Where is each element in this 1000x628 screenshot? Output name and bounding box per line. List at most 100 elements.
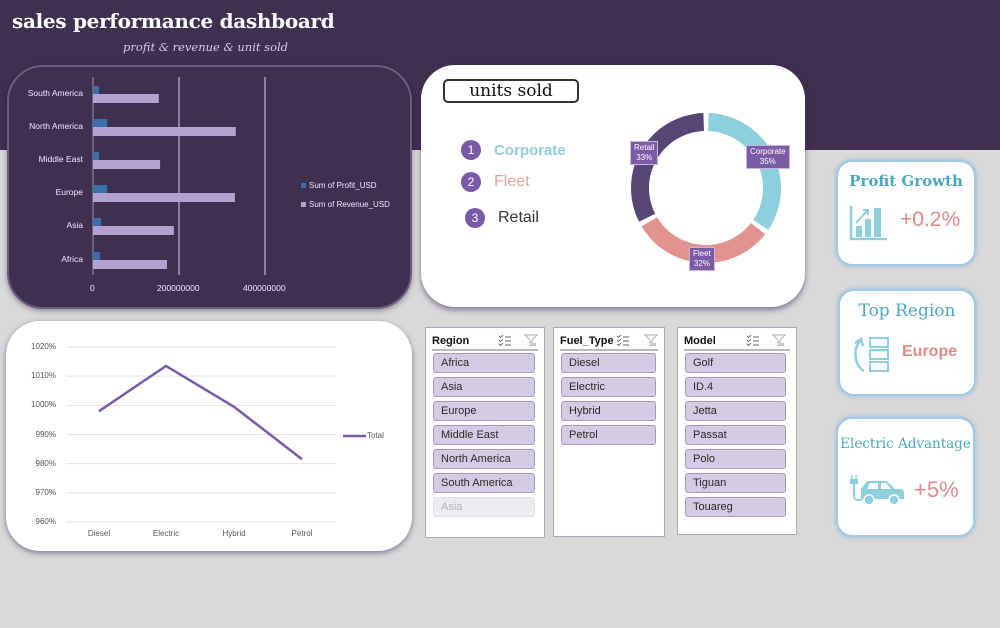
slicer-item-electric[interactable]: Electric [561, 377, 656, 397]
region-slicer-title: Region [432, 335, 470, 347]
model-slicer-header: Model [684, 333, 790, 351]
bar-chart-plot [92, 77, 266, 275]
clear-filter-icon[interactable] [772, 334, 786, 347]
donut-slice-corporate [707, 113, 781, 230]
revenue-bar [93, 127, 236, 136]
profit-revenue-bar-chart: Sum of Profit_USD Sum of Revenue_USD Sou… [9, 67, 414, 311]
slicer-item-north-america[interactable]: North America [433, 449, 535, 469]
revenue-swatch-icon [301, 202, 306, 207]
rank-label: Corporate [494, 141, 566, 159]
slicer-item-asia[interactable]: Asia [433, 377, 535, 397]
clear-filter-icon[interactable] [524, 334, 538, 347]
total-line [98, 364, 303, 461]
slicer-item-jetta[interactable]: Jetta [685, 401, 786, 421]
kpi-value: Europe [902, 343, 958, 360]
multi-select-icon[interactable] [498, 334, 512, 347]
fuel-type-slicer[interactable]: Fuel_Type Diesel Electric Hybrid Petrol [553, 327, 665, 537]
multi-select-icon[interactable] [746, 334, 760, 347]
slicer-item-south-america[interactable]: South America [433, 473, 535, 493]
multi-select-icon[interactable] [616, 334, 630, 347]
slicer-item-id-4[interactable]: ID.4 [685, 377, 786, 397]
slicer-item-passat[interactable]: Passat [685, 425, 786, 445]
units-sold-card[interactable]: units sold 1 Corporate 2 Fleet 3 Retail … [421, 65, 805, 307]
x-tick-label: Petrol [291, 529, 313, 538]
slicer-item-golf[interactable]: Golf [685, 353, 786, 373]
line-legend-label: Total [367, 431, 384, 440]
rank-item-retail: 3 Retail [465, 208, 539, 228]
y-tick-label: 960% [35, 517, 56, 526]
fuel-type-slicer-title: Fuel_Type [560, 335, 614, 347]
revenue-bar [93, 94, 159, 103]
donut-label-fleet: Fleet 32% [689, 247, 715, 271]
profit-bar [93, 152, 100, 161]
units-sold-donut-chart [631, 113, 781, 263]
region-slicer[interactable]: Region Africa Asia Europe Middle East North … [425, 327, 545, 538]
y-tick-label: 970% [35, 487, 56, 497]
revenue-bar [93, 260, 167, 269]
profit-bar [93, 86, 100, 95]
donut-label-corporate: Corporate 35% [746, 145, 790, 169]
fuel-type-line-chart-card[interactable]: 1020% 1010% 1000% 990% 980% 970% 960% Diesel Ele… [6, 321, 412, 551]
line-chart-plot [66, 346, 366, 523]
legend-label-profit: Sum of Profit_USD [309, 181, 377, 190]
rank-number: 1 [461, 140, 481, 160]
electric-car-icon [850, 475, 904, 506]
rank-number: 3 [465, 208, 485, 228]
region-axis-label: Asia [66, 220, 83, 230]
donut-slice-fleet [641, 217, 766, 263]
legend-item-profit: Sum of Profit_USD [301, 181, 390, 190]
bar-chart-legend: Sum of Profit_USD Sum of Revenue_USD [301, 181, 390, 219]
slicer-item-tiguan[interactable]: Tiguan [685, 473, 786, 493]
model-slicer[interactable]: Model Golf ID.4 Jetta Passat Polo Tiguan Touar… [677, 327, 797, 535]
fuel-type-slicer-header: Fuel_Type [560, 333, 658, 351]
y-tick-label: 1000% [31, 400, 56, 410]
profit-bar [93, 119, 108, 128]
kpi-value: +5% [914, 477, 959, 502]
rank-number: 2 [461, 172, 481, 192]
dashboard-title: sales performance dashboard [12, 9, 335, 33]
region-axis-label: North America [29, 121, 83, 131]
bar-chart-growth-icon [849, 206, 887, 241]
rank-label: Retail [498, 209, 539, 226]
kpi-card-profit-growth: Profit Growth +0.2% [836, 160, 976, 266]
profit-revenue-bar-chart-card[interactable]: Sum of Profit_USD Sum of Revenue_USD Sou… [7, 65, 412, 309]
slicer-item-petrol[interactable]: Petrol [561, 425, 656, 445]
region-axis-label: Middle East [38, 154, 83, 164]
clear-filter-icon[interactable] [644, 334, 658, 347]
dashboard-subtitle: profit & revenue & unit sold [123, 40, 289, 54]
x-tick-label: Hybrid [222, 529, 246, 538]
rank-item-corporate: 1 Corporate [461, 140, 566, 160]
slicer-item-polo[interactable]: Polo [685, 449, 786, 469]
slicer-item-europe[interactable]: Europe [433, 401, 535, 421]
kpi-card-electric-advantage: Electric Advantage +5% [836, 417, 975, 537]
legend-item-revenue: Sum of Revenue_USD [301, 200, 390, 209]
slicer-item-diesel[interactable]: Diesel [561, 353, 656, 373]
y-tick-label: 990% [35, 429, 56, 439]
y-tick-label: 980% [35, 458, 56, 468]
revenue-bar [93, 226, 174, 235]
kpi-title: Profit Growth [849, 172, 963, 190]
x-tick-label: Electric [152, 529, 180, 538]
units-sold-title: units sold [443, 79, 579, 103]
slicer-item-middle-east[interactable]: Middle East [433, 425, 535, 445]
donut-label-retail: Retail 33% [630, 141, 659, 165]
legend-label-revenue: Sum of Revenue_USD [309, 200, 390, 209]
slicer-item-africa[interactable]: Africa [433, 353, 535, 373]
region-axis-label: Africa [61, 254, 83, 264]
x-tick-label: Diesel [87, 529, 111, 538]
x-tick-label: 400000000 [243, 283, 286, 293]
revenue-bar [93, 193, 235, 202]
profit-bar [93, 218, 102, 227]
revenue-bar [93, 160, 161, 169]
kpi-value: +0.2% [900, 208, 961, 231]
slicer-item-hybrid[interactable]: Hybrid [561, 401, 656, 421]
rank-item-fleet: 2 Fleet [461, 172, 530, 192]
ranking-list-icon [854, 337, 889, 373]
slicer-item-touareg[interactable]: Touareg [685, 497, 786, 517]
kpi-title: Top Region [858, 301, 956, 321]
region-slicer-header: Region [432, 333, 538, 351]
rank-label: Fleet [494, 173, 530, 190]
slicer-item-no-data[interactable]: Asia [433, 497, 535, 517]
profit-bar [93, 185, 108, 194]
x-tick-label: 0 [90, 283, 95, 293]
